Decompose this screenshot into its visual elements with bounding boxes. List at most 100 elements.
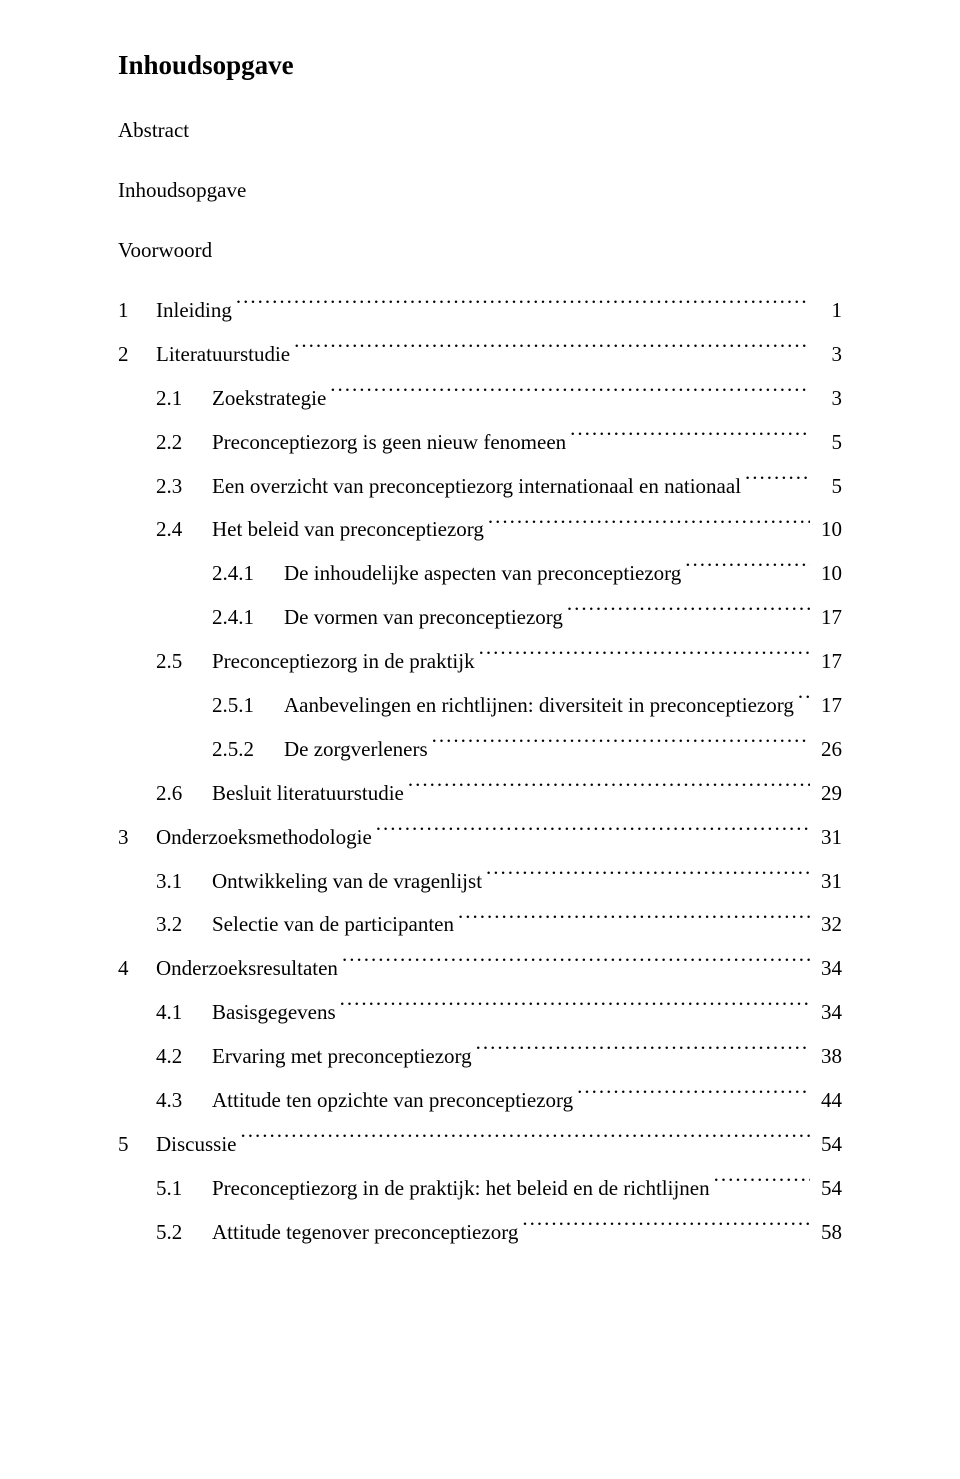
toc-page: 10 <box>814 554 842 594</box>
toc-leader <box>476 1042 810 1063</box>
toc-entry: 4.1 Basisgegevens 34 <box>118 993 842 1033</box>
toc-number: 4 <box>118 949 156 989</box>
toc-number: 2.4.1 <box>212 554 284 594</box>
toc-leader <box>236 296 810 317</box>
toc-entry: 5.2 Attitude tegenover preconceptiezorg … <box>118 1213 842 1253</box>
toc-entry: 2.3 Een overzicht van preconceptiezorg i… <box>118 467 842 507</box>
toc-entry: 2.5.1 Aanbevelingen en richtlijnen: dive… <box>118 686 842 726</box>
toc-title: Onderzoeksmethodologie <box>156 818 372 858</box>
toc-title: Preconceptiezorg in de praktijk: het bel… <box>212 1169 710 1209</box>
toc-number: 2.2 <box>156 423 212 463</box>
toc-title: Basisgegevens <box>212 993 336 1033</box>
toc-title: Ervaring met preconceptiezorg <box>212 1037 472 1077</box>
toc-number: 3.1 <box>156 862 212 902</box>
toc-title: De inhoudelijke aspecten van preconcepti… <box>284 554 681 594</box>
toc-number: 3.2 <box>156 905 212 945</box>
toc-page: 58 <box>814 1213 842 1253</box>
toc-number: 2 <box>118 335 156 375</box>
toc-title: Onderzoeksresultaten <box>156 949 338 989</box>
toc-number: 4.2 <box>156 1037 212 1077</box>
toc-leader <box>714 1174 810 1195</box>
toc-page: 34 <box>814 949 842 989</box>
toc-entry: 2.6 Besluit literatuurstudie 29 <box>118 774 842 814</box>
toc-number: 2.1 <box>156 379 212 419</box>
toc-leader <box>798 691 810 712</box>
toc-leader <box>745 472 810 493</box>
toc-leader <box>432 735 810 756</box>
toc-number: 4.1 <box>156 993 212 1033</box>
toc-leader <box>567 603 810 624</box>
toc-number: 5 <box>118 1125 156 1165</box>
toc-entry: 5.1 Preconceptiezorg in de praktijk: het… <box>118 1169 842 1209</box>
toc-title: Een overzicht van preconceptiezorg inter… <box>212 467 741 507</box>
toc-leader <box>376 823 810 844</box>
toc-leader <box>479 647 810 668</box>
toc-title: Besluit literatuurstudie <box>212 774 404 814</box>
toc-entry: 2.4 Het beleid van preconceptiezorg 10 <box>118 510 842 550</box>
toc-leader <box>570 428 810 449</box>
toc-title: Discussie <box>156 1125 237 1165</box>
toc-leader <box>577 1086 810 1107</box>
toc-page: 17 <box>814 686 842 726</box>
toc-entry: 4.3 Attitude ten opzichte van preconcept… <box>118 1081 842 1121</box>
toc-leader <box>342 954 810 975</box>
toc-page: 5 <box>814 467 842 507</box>
toc-entry: 3 Onderzoeksmethodologie 31 <box>118 818 842 858</box>
toc-entry: 2.1 Zoekstrategie 3 <box>118 379 842 419</box>
toc-entry: 3.2 Selectie van de participanten 32 <box>118 905 842 945</box>
toc-leader <box>522 1218 810 1239</box>
toc-number: 1 <box>118 291 156 331</box>
toc-entry: 2.5.2 De zorgverleners 26 <box>118 730 842 770</box>
toc-entry: 5 Discussie 54 <box>118 1125 842 1165</box>
toc-leader <box>294 340 810 361</box>
toc-number: 2.4.1 <box>212 598 284 638</box>
front-matter-item: Abstract <box>118 111 842 151</box>
toc-page: 17 <box>814 598 842 638</box>
toc-number: 2.4 <box>156 510 212 550</box>
toc-title: Literatuurstudie <box>156 335 290 375</box>
toc-title: De zorgverleners <box>284 730 428 770</box>
toc-title: Preconceptiezorg in de praktijk <box>212 642 475 682</box>
toc-page: 17 <box>814 642 842 682</box>
toc-leader <box>408 779 810 800</box>
toc-page: 54 <box>814 1125 842 1165</box>
toc-page: 31 <box>814 862 842 902</box>
toc-page: 34 <box>814 993 842 1033</box>
toc-entry: 4 Onderzoeksresultaten 34 <box>118 949 842 989</box>
toc-leader <box>488 515 810 536</box>
toc-page: 5 <box>814 423 842 463</box>
toc-entry: 2.2 Preconceptiezorg is geen nieuw fenom… <box>118 423 842 463</box>
toc-entry: 2.4.1 De inhoudelijke aspecten van preco… <box>118 554 842 594</box>
toc-page: 26 <box>814 730 842 770</box>
toc-page: 1 <box>814 291 842 331</box>
toc-page: 29 <box>814 774 842 814</box>
toc-number: 2.6 <box>156 774 212 814</box>
toc-entry: 1 Inleiding 1 <box>118 291 842 331</box>
toc-title: Inleiding <box>156 291 232 331</box>
toc-entry: 3.1 Ontwikkeling van de vragenlijst 31 <box>118 862 842 902</box>
front-matter-item: Inhoudsopgave <box>118 171 842 211</box>
toc-page: 3 <box>814 379 842 419</box>
toc-leader <box>340 998 810 1019</box>
toc-page: 31 <box>814 818 842 858</box>
toc-number: 4.3 <box>156 1081 212 1121</box>
toc-page: 3 <box>814 335 842 375</box>
toc-number: 2.5.1 <box>212 686 284 726</box>
toc-leader <box>685 559 810 580</box>
page-title: Inhoudsopgave <box>118 40 842 91</box>
toc-page: 54 <box>814 1169 842 1209</box>
table-of-contents: 1 Inleiding 1 2 Literatuurstudie 3 2.1 Z… <box>118 291 842 1253</box>
toc-entry: 4.2 Ervaring met preconceptiezorg 38 <box>118 1037 842 1077</box>
toc-entry: 2 Literatuurstudie 3 <box>118 335 842 375</box>
toc-title: Aanbevelingen en richtlijnen: diversitei… <box>284 686 794 726</box>
toc-page: 32 <box>814 905 842 945</box>
toc-title: Het beleid van preconceptiezorg <box>212 510 484 550</box>
front-matter-item: Voorwoord <box>118 231 842 271</box>
toc-leader <box>486 867 810 888</box>
toc-page: 44 <box>814 1081 842 1121</box>
toc-entry: 2.4.1 De vormen van preconceptiezorg 17 <box>118 598 842 638</box>
toc-number: 2.3 <box>156 467 212 507</box>
toc-page: 10 <box>814 510 842 550</box>
toc-page: 38 <box>814 1037 842 1077</box>
toc-title: Ontwikkeling van de vragenlijst <box>212 862 482 902</box>
